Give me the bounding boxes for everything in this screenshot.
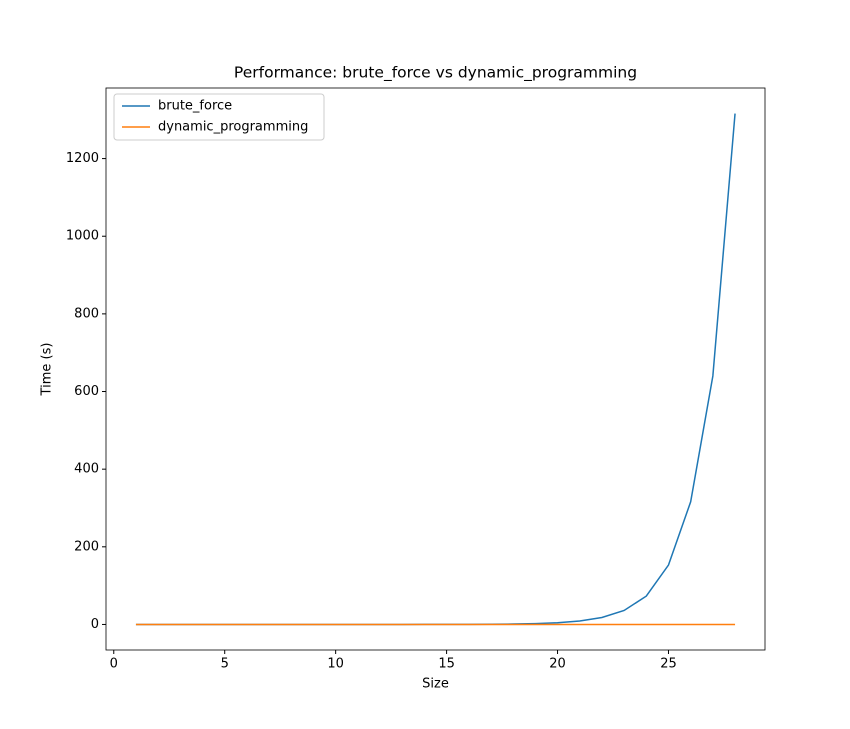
chart-title: Performance: brute_force vs dynamic_prog… [234, 64, 637, 83]
x-tick-label: 10 [327, 657, 344, 672]
y-axis-label: Time (s) [40, 343, 55, 397]
y-tick-label: 400 [74, 462, 99, 477]
y-tick-label: 0 [91, 617, 99, 632]
x-tick-label: 15 [438, 657, 455, 672]
legend-label: dynamic_programming [158, 120, 308, 135]
x-tick-label: 25 [660, 657, 677, 672]
y-tick-label: 800 [74, 306, 99, 321]
y-tick-label: 1200 [66, 151, 99, 166]
x-tick-label: 20 [549, 657, 566, 672]
data-line [135, 113, 736, 626]
x-axis-label: Size [422, 677, 449, 692]
y-tick-label: 600 [74, 384, 99, 399]
legend-box [113, 93, 325, 141]
legend-label: brute_force [158, 99, 232, 114]
plot-frame [105, 87, 766, 651]
x-tick-label: 5 [221, 657, 229, 672]
y-tick-label: 1000 [66, 229, 99, 244]
x-tick-label: 0 [110, 657, 118, 672]
y-tick-label: 200 [74, 539, 99, 554]
